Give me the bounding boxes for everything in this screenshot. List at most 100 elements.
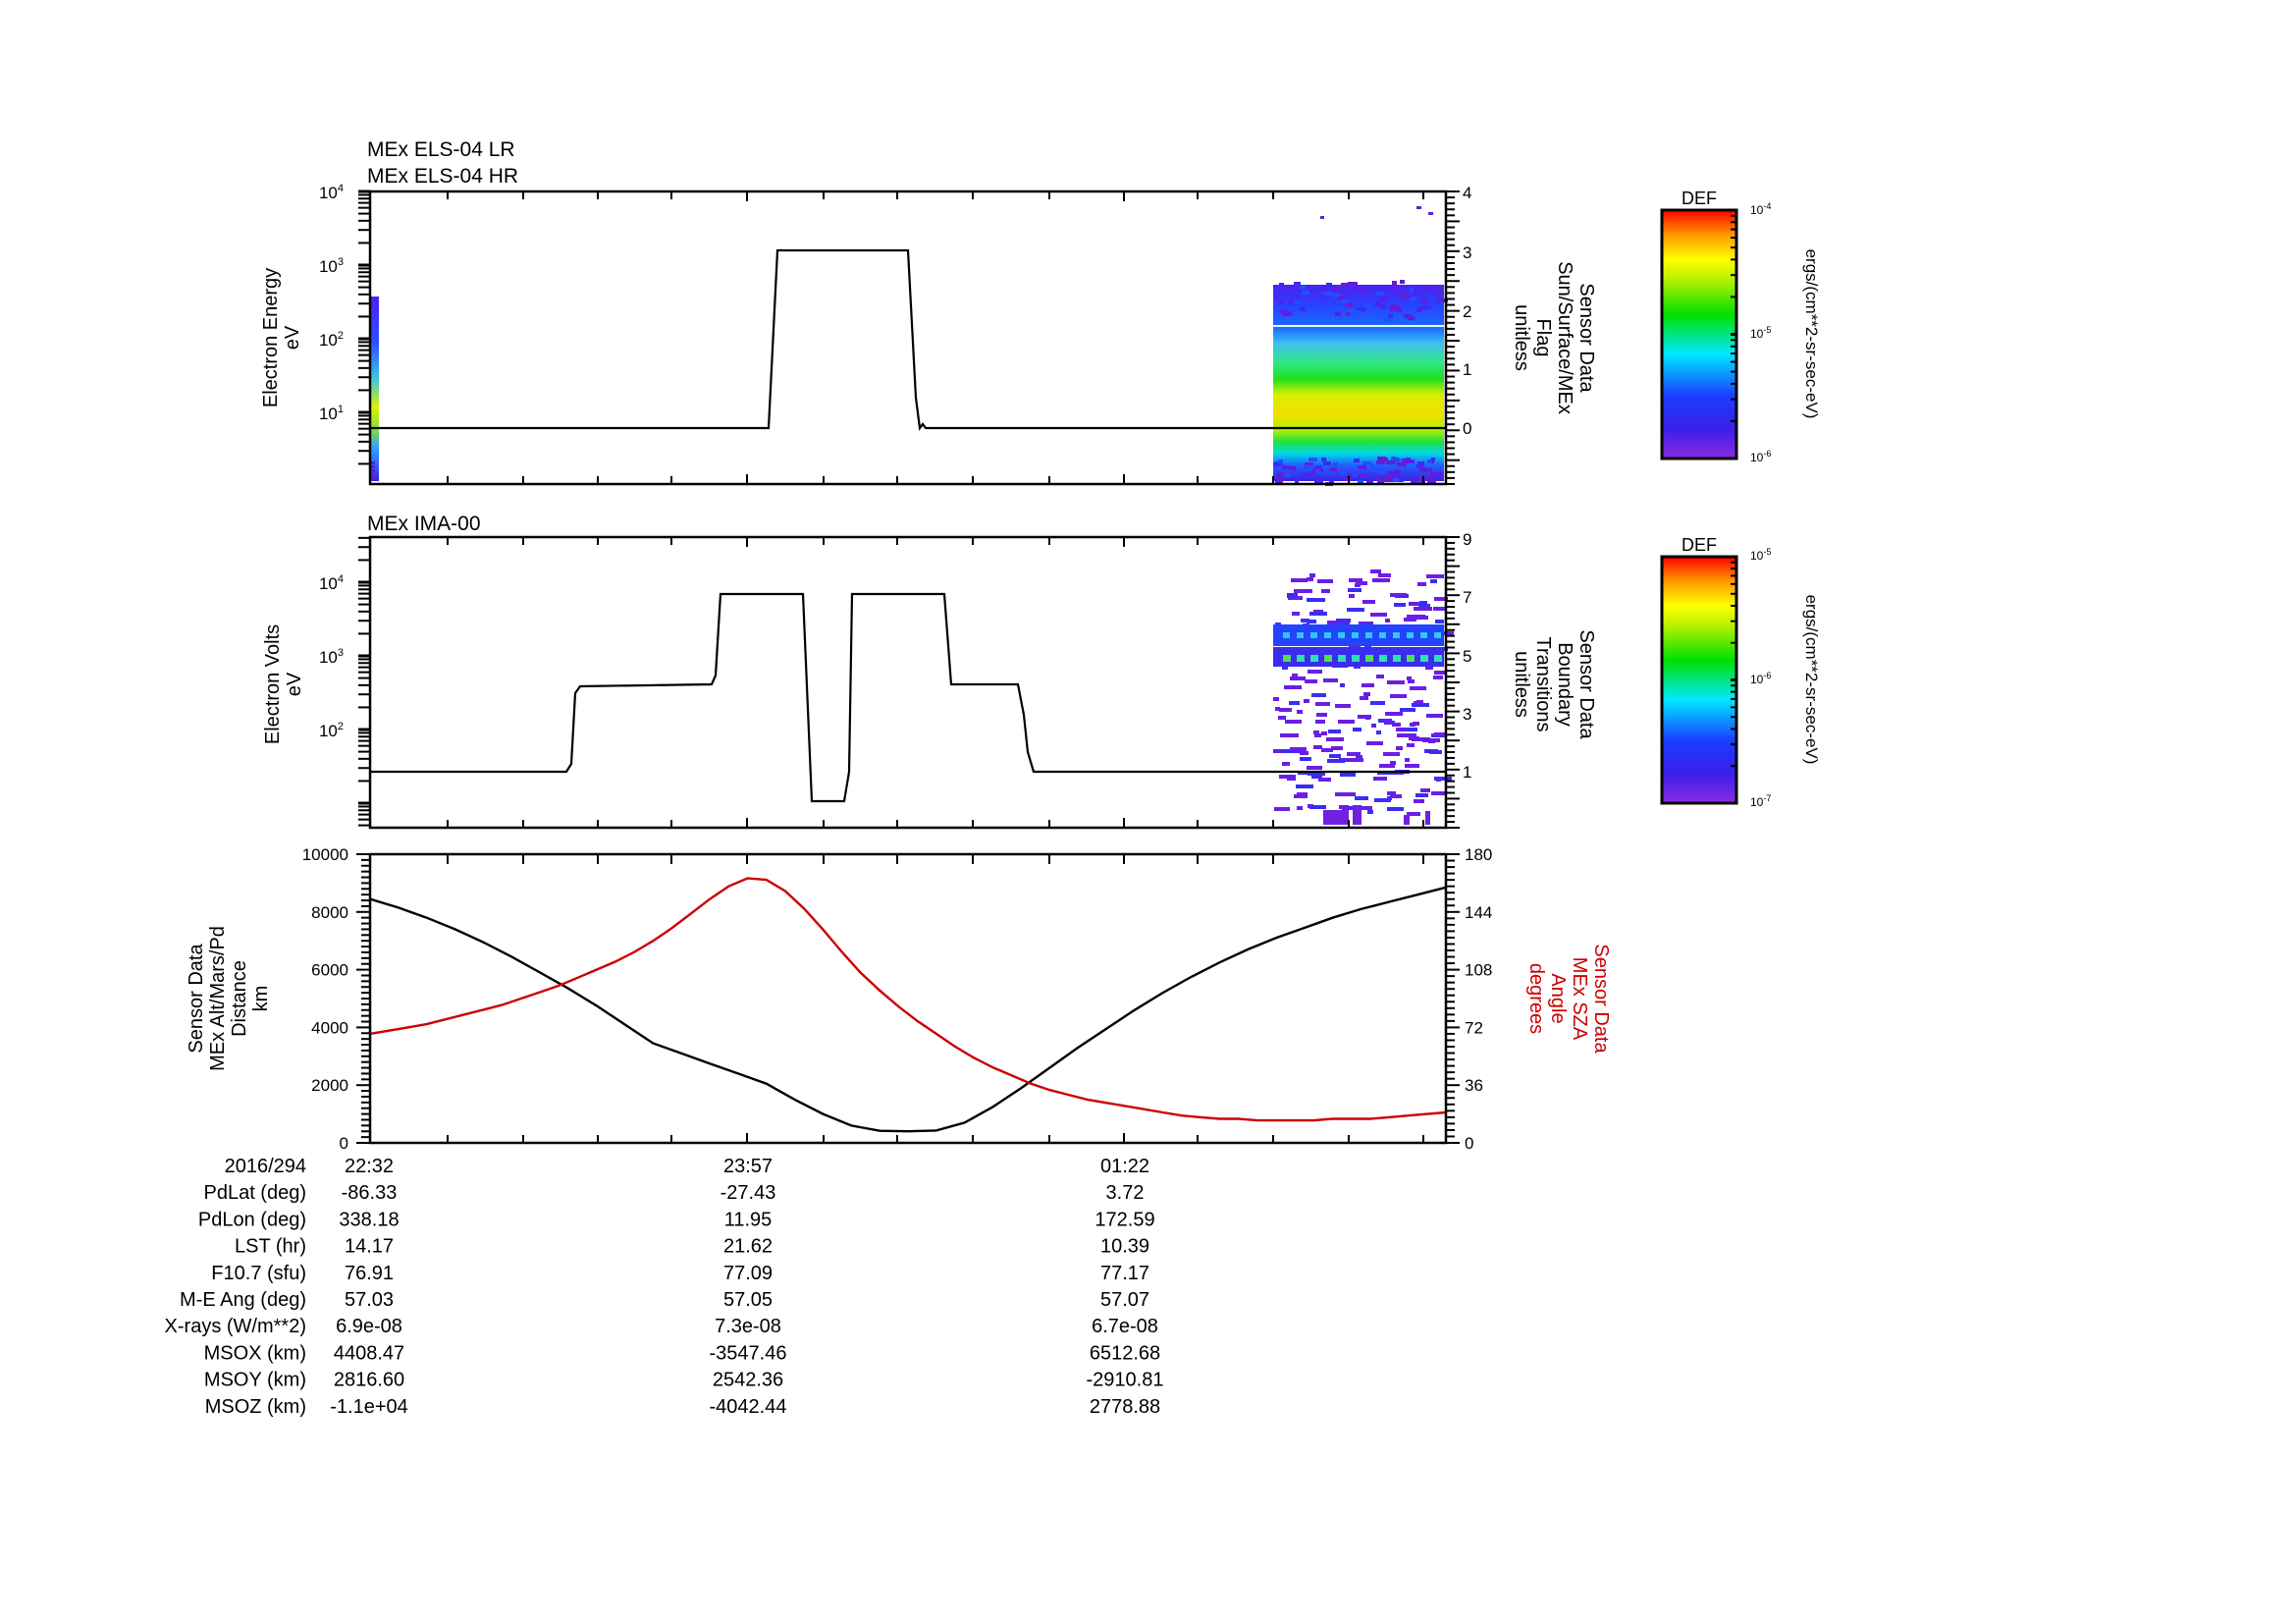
svg-text:ergs/(cm**2-sr-sec-eV): ergs/(cm**2-sr-sec-eV) [1802, 249, 1821, 419]
svg-text:144: 144 [1465, 903, 1492, 922]
svg-text:3: 3 [1463, 705, 1471, 724]
svg-text:Angle: Angle [1547, 973, 1569, 1023]
table-cell: -1.1e+04 [330, 1396, 408, 1418]
table-cell: 76.91 [345, 1263, 394, 1284]
svg-text:10-6: 10-6 [1750, 449, 1771, 464]
table-cell: 21.62 [723, 1236, 773, 1258]
table-cell: -86.33 [342, 1182, 398, 1204]
els-spectrogram-left [370, 297, 379, 481]
table-cell: 57.03 [345, 1289, 394, 1311]
plot-frame [368, 852, 1448, 1145]
y-axis-title-left: Sensor Data MEx Alt/Mars/Pd Distance km [186, 926, 272, 1071]
table-cell: -27.43 [721, 1182, 776, 1204]
svg-text:degrees: degrees [1525, 963, 1547, 1034]
svg-text:unitless: unitless [1511, 304, 1532, 371]
table-cell: 6.7e-08 [1092, 1316, 1158, 1337]
table-cell: -3547.46 [710, 1342, 787, 1364]
svg-text:Sensor Data: Sensor Data [1590, 944, 1612, 1054]
table-cell: 7.3e-08 [715, 1316, 781, 1337]
table-cell: 2816.60 [334, 1370, 404, 1391]
panel-title-els-hr: MEx ELS-04 HR [367, 165, 518, 188]
svg-text:10-6: 10-6 [1750, 671, 1771, 686]
table-row-label: M-E Ang (deg) [180, 1289, 306, 1311]
flag-line [370, 248, 1446, 431]
table-row-label: LST (hr) [235, 1236, 306, 1258]
svg-text:Sensor Data: Sensor Data [186, 944, 207, 1054]
table-cell: 4408.47 [334, 1342, 404, 1364]
y-axis-title-left: Electron Energy eV [260, 268, 303, 407]
svg-text:Sun/Surface/MEx: Sun/Surface/MEx [1554, 261, 1575, 414]
x-axis-ephemeris-table: 2016/294 22:32 23:57 01:22 PdLat (deg) -86.33… [165, 1156, 1164, 1418]
svg-text:Flag: Flag [1532, 319, 1554, 357]
svg-text:1: 1 [1463, 763, 1471, 782]
table-row-label: MSOZ (km) [205, 1396, 306, 1418]
table-cell: 6512.68 [1090, 1342, 1160, 1364]
svg-text:0: 0 [340, 1134, 348, 1153]
y-axis-labels-left: 104 103 102 101 [319, 183, 344, 423]
svg-text:104: 104 [319, 573, 344, 593]
y-axis-labels-right: 0 36 72 108 144 180 [1465, 845, 1492, 1153]
svg-text:Boundary: Boundary [1554, 642, 1575, 727]
svg-text:2: 2 [1463, 302, 1471, 321]
panel-electron-energy: MEx ELS-04 LR MEx ELS-04 HR 104 103 102 … [260, 138, 1597, 486]
altitude-line [369, 886, 1447, 1133]
svg-text:8000: 8000 [311, 903, 348, 922]
svg-text:Transitions: Transitions [1532, 636, 1554, 731]
table-cell: 14.17 [345, 1236, 394, 1258]
colorbar-gradient [1660, 208, 1738, 460]
table-cell: 172.59 [1095, 1209, 1154, 1230]
panel-title-els-lr: MEx ELS-04 LR [367, 138, 515, 161]
svg-text:5: 5 [1463, 647, 1471, 666]
svg-text:km: km [250, 986, 272, 1012]
svg-text:unitless: unitless [1511, 651, 1532, 718]
svg-text:2000: 2000 [311, 1076, 348, 1095]
table-cell: 10.39 [1100, 1236, 1149, 1258]
svg-text:10-5: 10-5 [1750, 325, 1771, 341]
svg-text:7: 7 [1463, 588, 1471, 607]
y-axis-title-right: Sensor Data Sun/Surface/MEx Flag unitles… [1511, 261, 1597, 414]
table-cell: 3.72 [1106, 1182, 1145, 1204]
table-cell: 2542.36 [713, 1370, 783, 1391]
svg-text:0: 0 [1463, 419, 1471, 438]
colorbar-top: DEF 10-4 10-5 10-6 ergs/(cm**2-sr-sec-eV… [1660, 189, 1821, 464]
table-cell: 77.09 [723, 1263, 773, 1284]
table-row-label: 2016/294 [225, 1156, 306, 1177]
table-cell: 57.07 [1100, 1289, 1149, 1311]
y-axis-labels-right: 4 3 2 1 0 [1463, 184, 1471, 438]
y-axis-title-left: Electron Volts eV [262, 624, 305, 744]
axis-ticks [358, 536, 1460, 829]
svg-text:6000: 6000 [311, 961, 348, 980]
svg-text:MEx Alt/Mars/Pd: MEx Alt/Mars/Pd [207, 926, 229, 1071]
colorbar-middle: DEF 10-5 10-6 10-7 ergs/(cm**2-sr-sec-eV… [1660, 535, 1821, 809]
table-cell: 22:32 [345, 1156, 394, 1177]
table-cell: 11.95 [724, 1209, 773, 1230]
table-cell: -2910.81 [1087, 1370, 1164, 1391]
panel-title-ima: MEx IMA-00 [367, 513, 481, 535]
table-cell: 2778.88 [1090, 1396, 1160, 1418]
svg-text:Electron Energy: Electron Energy [260, 268, 282, 407]
svg-text:10-7: 10-7 [1750, 793, 1771, 809]
y-axis-labels-right: 9 7 5 3 1 [1463, 530, 1471, 782]
svg-text:102: 102 [319, 721, 344, 740]
table-row-label: PdLon (deg) [198, 1209, 306, 1230]
svg-text:3: 3 [1463, 243, 1471, 262]
svg-text:180: 180 [1465, 845, 1492, 864]
svg-text:Distance: Distance [229, 960, 250, 1037]
axis-ticks [356, 853, 1460, 1144]
svg-text:9: 9 [1463, 530, 1471, 549]
svg-text:4: 4 [1463, 184, 1471, 202]
table-row-label: PdLat (deg) [203, 1182, 306, 1204]
table-cell: 338.18 [339, 1209, 399, 1230]
panel-electron-volts: MEx IMA-00 104 103 102 Electron Volts eV… [262, 513, 1597, 830]
table-cell: 6.9e-08 [336, 1316, 402, 1337]
svg-text:DEF: DEF [1682, 535, 1717, 555]
svg-text:4000: 4000 [311, 1018, 348, 1037]
y-axis-labels-left: 0 2000 4000 6000 8000 10000 [302, 845, 348, 1153]
svg-text:101: 101 [319, 404, 344, 423]
svg-text:eV: eV [284, 672, 305, 696]
svg-text:108: 108 [1465, 961, 1492, 980]
table-row-label: MSOY (km) [204, 1370, 306, 1391]
table-row-label: F10.7 (sfu) [211, 1263, 306, 1284]
svg-text:ergs/(cm**2-sr-sec-eV): ergs/(cm**2-sr-sec-eV) [1802, 595, 1821, 765]
